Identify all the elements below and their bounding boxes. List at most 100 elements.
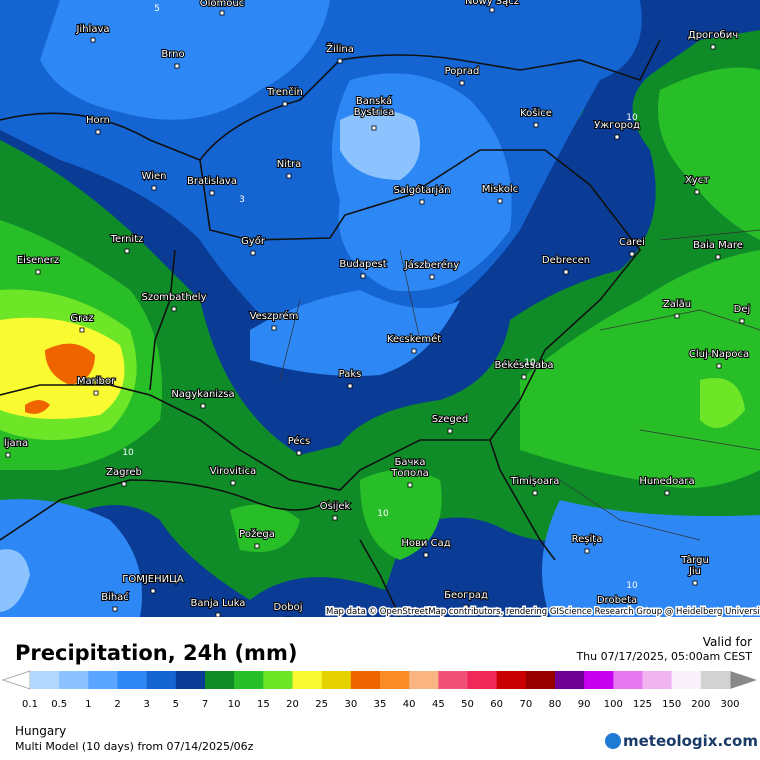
city-dot xyxy=(95,129,101,135)
legend-swatch xyxy=(263,671,293,689)
city-label: Žilina xyxy=(326,42,354,55)
city-label: Salgótarján xyxy=(393,184,450,196)
city-dot xyxy=(296,450,302,456)
legend-label: 40 xyxy=(403,699,416,710)
city-dot xyxy=(459,80,465,86)
legend-label: 25 xyxy=(315,699,328,710)
city-label: Poprad xyxy=(445,66,480,77)
city-dot xyxy=(664,490,670,496)
city-dot xyxy=(219,10,225,16)
city-label: Trenčín xyxy=(266,86,303,98)
city-dot xyxy=(584,548,590,554)
city-label: Paks xyxy=(339,369,362,380)
legend-label: 125 xyxy=(633,699,652,710)
city-label: Нови Сад xyxy=(401,538,450,549)
city-dot xyxy=(715,254,721,260)
city-label: Budapest xyxy=(339,259,386,270)
city-label: Pécs xyxy=(288,435,311,447)
city-dot xyxy=(629,251,635,257)
legend-label: 20 xyxy=(286,699,299,710)
legend-label: 0.1 xyxy=(22,699,38,710)
legend-label: 60 xyxy=(490,699,503,710)
legend-label: 5 xyxy=(173,699,179,710)
city-dot xyxy=(532,490,538,496)
model: Multi Model (10 days) from 07/14/2025/06… xyxy=(15,740,254,753)
city-dot xyxy=(200,403,206,409)
map: Olomouc Nowy Sącz Jihlava Brno Žilina Poprad Д… xyxy=(0,0,760,617)
city-label: Kecskemét xyxy=(387,333,441,345)
city-dot xyxy=(254,543,260,549)
city-label: Bratislava xyxy=(187,176,237,187)
city-dot xyxy=(694,189,700,195)
city-dot xyxy=(419,199,425,205)
city-dot xyxy=(93,390,99,396)
city-label: Хуст xyxy=(685,175,709,186)
city-label: Miskolc xyxy=(482,184,518,195)
logo-icon xyxy=(605,733,621,749)
city-label: ljana xyxy=(4,438,28,449)
city-dot xyxy=(286,173,292,179)
legend-label: 2 xyxy=(114,699,120,710)
city-label: Doboj xyxy=(273,602,302,613)
city-label: Békéscsaba xyxy=(494,359,553,371)
city-label: Jihlava xyxy=(75,24,109,35)
contour-label: 10 xyxy=(377,509,389,519)
legend-arrow-left xyxy=(1,670,31,690)
brand: meteologix.com xyxy=(623,732,758,750)
city-dot xyxy=(423,552,429,558)
legend-label: 50 xyxy=(461,699,474,710)
city-dot xyxy=(739,318,745,324)
legend-label: 1 xyxy=(85,699,91,710)
city-dot xyxy=(447,428,453,434)
contour-label: 5 xyxy=(154,4,160,14)
city-label: Banská xyxy=(356,95,392,107)
city-dot xyxy=(614,609,620,615)
contour-label: 3 xyxy=(239,195,245,205)
legend-swatch xyxy=(642,671,673,689)
legend-swatch xyxy=(555,671,585,689)
footer: Precipitation, 24h (mm) Valid for Thu 07… xyxy=(1,635,758,753)
city-dot xyxy=(121,481,127,487)
city-label: Szeged xyxy=(432,414,469,425)
city-label: Nitra xyxy=(277,159,301,170)
contour-label: 10 xyxy=(626,581,638,591)
legend-label: 45 xyxy=(432,699,445,710)
city-dot xyxy=(337,58,343,64)
city-dot xyxy=(563,269,569,275)
legend-swatch xyxy=(175,671,206,689)
city-dot xyxy=(332,515,338,521)
city-label: Târgu xyxy=(680,554,709,566)
legend-swatch xyxy=(205,671,235,689)
city-label: Graz xyxy=(70,313,93,324)
legend-label: 10 xyxy=(228,699,241,710)
city-dot xyxy=(124,248,130,254)
city-label: Zagreb xyxy=(106,467,142,478)
city-label: Wien xyxy=(142,171,167,182)
legend-swatch xyxy=(30,671,60,689)
city-label: Ternitz xyxy=(110,234,144,245)
city-label: Drobeta xyxy=(597,595,637,606)
city-dot xyxy=(411,348,417,354)
city-dot xyxy=(360,273,366,279)
city-label: Jászberény xyxy=(404,259,459,271)
city-label: Ужгород xyxy=(594,120,640,131)
city-dot xyxy=(35,269,41,275)
city-dot xyxy=(710,44,716,50)
city-dot xyxy=(521,374,527,380)
city-dot xyxy=(407,482,413,488)
legend-label: 15 xyxy=(257,699,270,710)
city-dot xyxy=(371,125,377,131)
area-lime xyxy=(0,289,745,440)
city-dot xyxy=(533,122,539,128)
city-dot xyxy=(90,37,96,43)
legend-label: 200 xyxy=(691,699,710,710)
city-label: Carei xyxy=(619,237,645,248)
city-dot xyxy=(215,612,221,617)
legend-swatch xyxy=(117,671,148,689)
legend-swatch xyxy=(584,671,614,689)
legend-swatch xyxy=(496,671,527,689)
city-dot xyxy=(171,306,177,312)
city-label: Maribor xyxy=(77,376,116,387)
area-orange xyxy=(25,343,95,414)
